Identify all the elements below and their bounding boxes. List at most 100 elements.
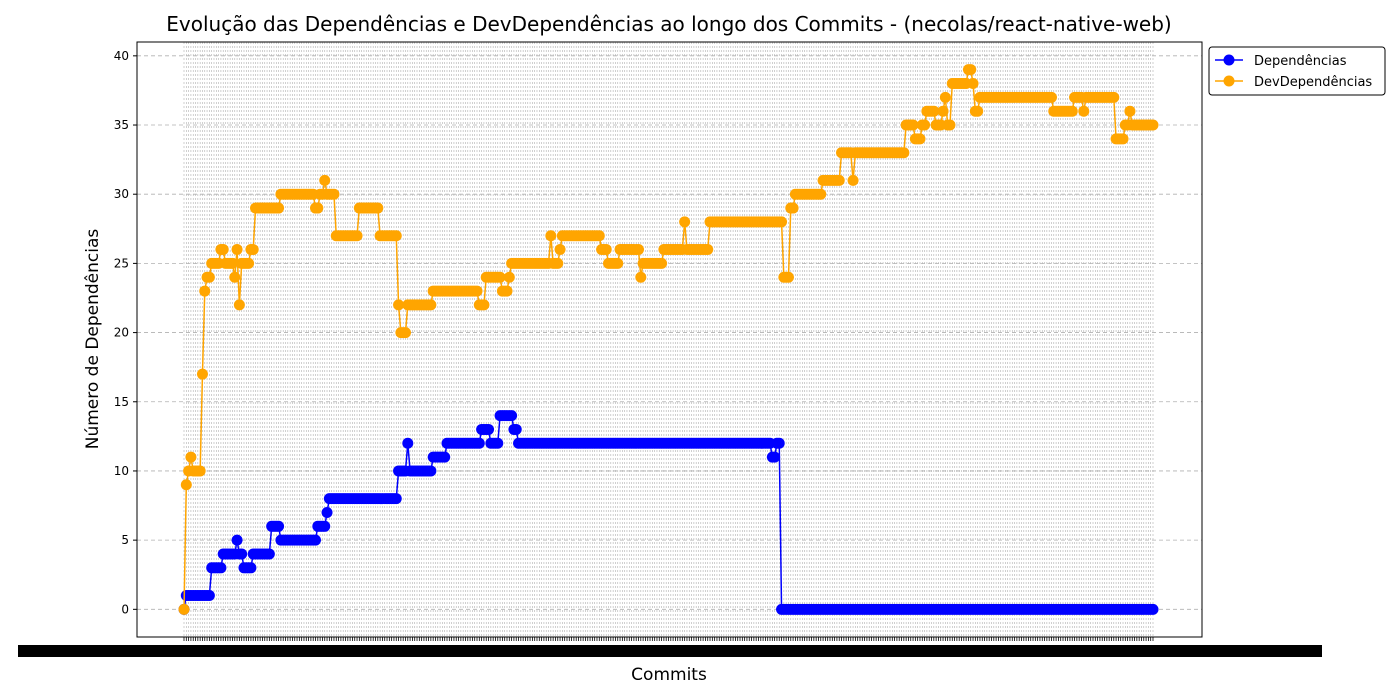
data-point	[319, 174, 331, 186]
data-point	[776, 216, 788, 228]
data-point	[928, 105, 940, 117]
data-point	[782, 271, 794, 283]
data-point	[425, 299, 437, 311]
x-axis	[18, 637, 1322, 657]
legend-marker-dependencias	[1223, 54, 1235, 66]
data-point	[372, 202, 384, 214]
data-point	[399, 327, 411, 339]
data-point	[1147, 603, 1159, 615]
data-point	[506, 410, 518, 422]
data-point	[180, 479, 192, 491]
grid	[137, 42, 1202, 637]
data-point	[215, 562, 227, 574]
data-point	[501, 285, 513, 297]
legend-label-devdependencias: DevDependências	[1254, 75, 1372, 90]
legend-marker-devdependencias	[1223, 75, 1235, 87]
data-point	[679, 216, 691, 228]
data-point	[321, 506, 333, 518]
x-axis-label: Commits	[631, 665, 707, 685]
data-point	[545, 230, 557, 242]
data-point	[494, 271, 506, 283]
data-point	[196, 368, 208, 380]
data-point	[898, 147, 910, 159]
data-point	[907, 119, 919, 131]
data-point	[1078, 105, 1090, 117]
data-point	[471, 285, 483, 297]
data-point	[312, 202, 324, 214]
x-ticks	[183, 637, 1154, 641]
data-point	[847, 174, 859, 186]
data-point	[425, 465, 437, 477]
data-point	[351, 230, 363, 242]
data-point	[328, 188, 340, 200]
data-point	[914, 133, 926, 145]
data-point	[702, 244, 714, 256]
data-point	[787, 202, 799, 214]
data-point	[319, 520, 331, 532]
y-tick-label: 0	[121, 602, 129, 616]
data-point	[635, 271, 647, 283]
data-point	[965, 64, 977, 76]
data-point	[245, 562, 257, 574]
data-point	[483, 423, 495, 435]
data-point	[231, 534, 243, 546]
data-point	[243, 257, 255, 269]
data-point	[1066, 105, 1078, 117]
data-point	[600, 244, 612, 256]
data-point	[236, 548, 248, 560]
data-point	[231, 244, 243, 256]
y-tick-label: 30	[114, 187, 129, 201]
data-point	[194, 465, 206, 477]
data-point	[510, 423, 522, 435]
data-point	[967, 78, 979, 90]
y-axis: 0 5 10 15 20 25 30 35 40	[114, 49, 137, 616]
data-point	[178, 603, 190, 615]
data-point	[972, 105, 984, 117]
data-point	[310, 534, 322, 546]
series-0	[178, 410, 1159, 615]
data-point	[937, 105, 949, 117]
y-tick-label: 25	[114, 256, 129, 270]
legend-box	[1208, 46, 1386, 96]
data-point	[390, 493, 402, 505]
data-point	[390, 230, 402, 242]
x-tick-labels-overlapped	[18, 645, 1322, 657]
data-point	[203, 271, 215, 283]
data-point	[1117, 133, 1129, 145]
y-tick-label: 10	[114, 464, 129, 478]
y-tick-label: 35	[114, 118, 129, 132]
x-grid-lines	[183, 42, 1154, 637]
plot-frame	[136, 41, 1203, 638]
y-axis-label: Número de Dependências	[83, 229, 103, 450]
data-point	[473, 437, 485, 449]
data-point	[1108, 91, 1120, 103]
data-point	[263, 548, 275, 560]
legend-label-dependencias: Dependências	[1254, 54, 1347, 69]
chart-title: Evolução das Dependências e DevDependênc…	[166, 12, 1171, 36]
data-point	[815, 188, 827, 200]
data-point	[229, 271, 241, 283]
data-point	[554, 244, 566, 256]
series-1	[178, 64, 1159, 615]
data-point	[492, 437, 504, 449]
data-point	[273, 520, 285, 532]
data-point	[769, 451, 781, 463]
data-point	[203, 589, 215, 601]
data-point	[939, 91, 951, 103]
data-point	[919, 119, 931, 131]
y-tick-label: 5	[121, 533, 129, 547]
data-point	[402, 437, 414, 449]
y-tick-label: 15	[114, 395, 129, 409]
data-point	[247, 244, 259, 256]
data-point	[633, 244, 645, 256]
data-point	[944, 119, 956, 131]
y-tick-label: 40	[114, 49, 129, 63]
legend: Dependências DevDependências	[1208, 46, 1386, 96]
data-point	[773, 437, 785, 449]
data-point	[612, 257, 624, 269]
data-point	[593, 230, 605, 242]
data-point	[1045, 91, 1057, 103]
data-point	[1147, 119, 1159, 131]
data-point	[439, 451, 451, 463]
